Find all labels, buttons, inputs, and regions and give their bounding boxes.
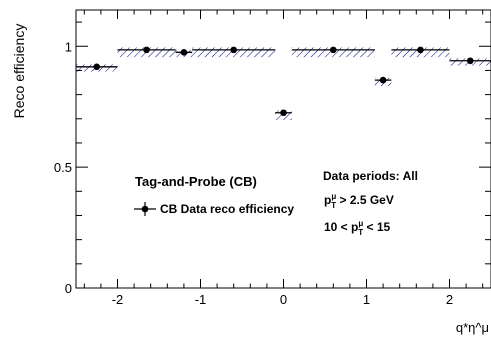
y-axis-label: Reco efficiency [11, 24, 27, 119]
legend-entry-label: CB Data reco efficiency [160, 202, 294, 216]
systematic-bands [76, 47, 491, 120]
y-tick-label: 0.5 [54, 160, 72, 175]
data-point [417, 46, 424, 54]
data-point [330, 46, 337, 54]
data-periods-label: Data periods: All [323, 169, 418, 183]
x-axis-label: q*η^μ [456, 320, 489, 335]
axis-ticks: -2 -1 0 1 2 0 0.5 1 [54, 10, 491, 307]
x-tick-label: 0 [280, 292, 287, 307]
legend-marker [141, 205, 149, 213]
pt-bin-label: 10 < pμ T < 15 [324, 219, 391, 237]
data-point [93, 63, 101, 71]
y-tick-label: 0 [65, 281, 72, 296]
method-label: Tag-and-Probe (CB) [135, 174, 257, 189]
legend: CB Data reco efficiency [134, 202, 294, 216]
data-point [280, 109, 287, 117]
data-point [379, 76, 387, 84]
data-point [180, 49, 188, 56]
data-point [143, 46, 150, 54]
x-tick-label: -1 [195, 292, 207, 307]
data-point [466, 57, 474, 65]
y-tick-label: 1 [65, 39, 72, 54]
x-tick-label: -2 [112, 292, 124, 307]
data-series [76, 46, 491, 117]
pt-cut-label: pμ T > 2.5 GeV [324, 192, 394, 210]
x-tick-label: 1 [363, 292, 370, 307]
x-tick-label: 2 [446, 292, 453, 307]
data-point [230, 46, 237, 54]
